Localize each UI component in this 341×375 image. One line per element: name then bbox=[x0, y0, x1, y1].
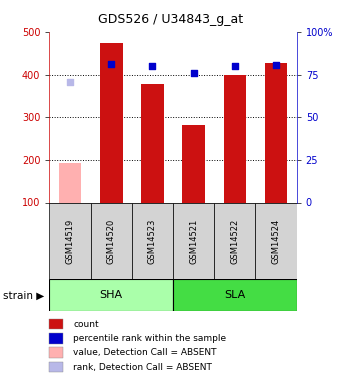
Bar bbox=[91, 202, 132, 279]
Text: SHA: SHA bbox=[100, 290, 123, 300]
Point bbox=[232, 63, 238, 69]
Text: GDS526 / U34843_g_at: GDS526 / U34843_g_at bbox=[98, 13, 243, 26]
Point bbox=[191, 70, 196, 76]
Text: GSM14522: GSM14522 bbox=[231, 218, 239, 264]
Bar bbox=[182, 125, 205, 202]
Text: GSM14521: GSM14521 bbox=[189, 218, 198, 264]
Text: percentile rank within the sample: percentile rank within the sample bbox=[73, 334, 226, 343]
Bar bbox=[49, 279, 173, 311]
Point bbox=[108, 61, 114, 67]
Bar bbox=[59, 163, 81, 202]
Bar bbox=[100, 44, 122, 203]
Text: rank, Detection Call = ABSENT: rank, Detection Call = ABSENT bbox=[73, 363, 212, 372]
Bar bbox=[132, 202, 173, 279]
Point bbox=[150, 63, 155, 69]
Bar bbox=[265, 63, 287, 202]
Bar bbox=[224, 75, 246, 202]
Text: value, Detection Call = ABSENT: value, Detection Call = ABSENT bbox=[73, 348, 217, 357]
Bar bbox=[49, 202, 91, 279]
Text: GSM14524: GSM14524 bbox=[271, 218, 281, 264]
Bar bbox=[173, 279, 297, 311]
Point bbox=[273, 62, 279, 68]
Text: count: count bbox=[73, 320, 99, 329]
Bar bbox=[173, 202, 214, 279]
Text: GSM14523: GSM14523 bbox=[148, 218, 157, 264]
Text: GSM14520: GSM14520 bbox=[107, 218, 116, 264]
Text: SLA: SLA bbox=[224, 290, 246, 300]
Text: GSM14519: GSM14519 bbox=[65, 218, 75, 264]
Bar bbox=[255, 202, 297, 279]
Point bbox=[67, 79, 73, 85]
Bar bbox=[214, 202, 255, 279]
Bar bbox=[141, 84, 164, 203]
Text: strain ▶: strain ▶ bbox=[3, 290, 45, 300]
